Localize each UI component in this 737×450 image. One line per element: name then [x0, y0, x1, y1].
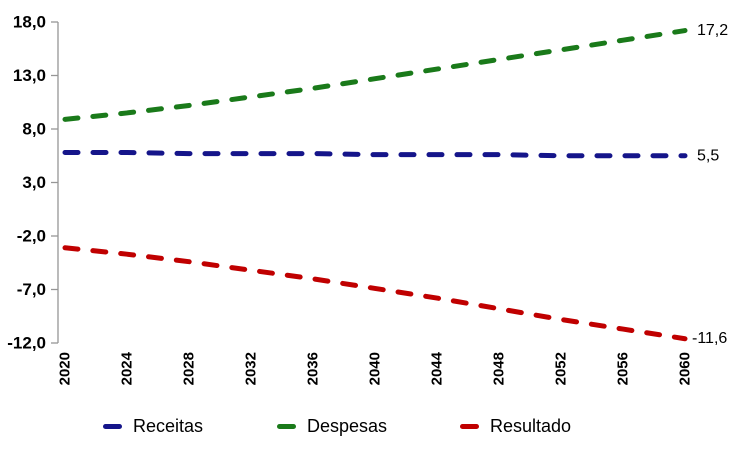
x-tick-label: 2048	[491, 352, 508, 385]
y-tick-label: -7,0	[17, 280, 46, 299]
legend-swatch-despesas-icon	[277, 423, 296, 429]
series-line-resultado	[62, 245, 688, 342]
x-tick-label: 2024	[119, 351, 136, 385]
y-tick-label: 13,0	[13, 66, 46, 85]
y-tick-label: 8,0	[22, 120, 46, 139]
series-line-despesas	[62, 28, 688, 122]
x-tick-label: 2028	[181, 352, 198, 385]
series-end-label-despesas: 17,2	[697, 22, 728, 39]
x-tick-label: 2020	[57, 352, 74, 385]
series-end-label-receitas: 5,5	[697, 147, 719, 164]
x-tick-label: 2044	[429, 351, 446, 385]
x-tick-label: 2036	[305, 352, 322, 385]
y-tick-label: -2,0	[17, 227, 46, 246]
legend-label-despesas: Despesas	[307, 415, 388, 436]
x-tick-label: 2056	[615, 352, 632, 385]
legend-item-receitas: Receitas	[103, 408, 203, 444]
x-tick-label: 2040	[367, 352, 384, 385]
series-line-receitas	[62, 150, 688, 159]
x-tick-label: 2052	[553, 352, 570, 385]
legend-item-resultado: Resultado	[460, 408, 571, 444]
legend-swatch-receitas-icon	[103, 423, 122, 429]
y-tick-label: 3,0	[22, 173, 46, 192]
series-end-label-resultado: -11,6	[692, 330, 727, 347]
legend-label-resultado: Resultado	[490, 415, 572, 436]
legend-label-receitas: Receitas	[133, 415, 204, 436]
x-tick-label: 2060	[677, 352, 694, 385]
legend-swatch-resultado-icon	[460, 423, 479, 429]
y-tick-label: 18,0	[13, 13, 46, 32]
chart-legend: Receitas Despesas Resultado	[0, 408, 737, 444]
y-tick-label: -12,0	[7, 334, 46, 353]
legend-item-despesas: Despesas	[277, 408, 387, 444]
x-tick-label: 2032	[243, 352, 260, 385]
